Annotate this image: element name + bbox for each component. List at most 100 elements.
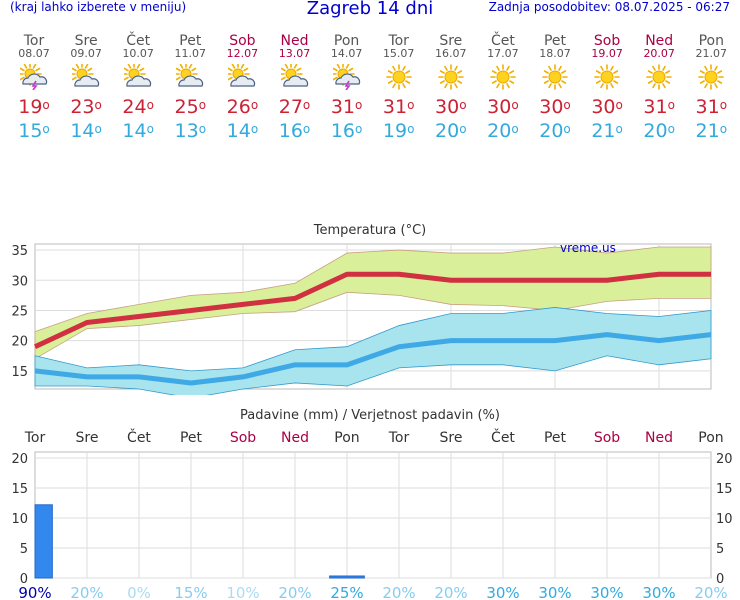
precipitation-chart-title: Padavine (mm) / Verjetnost padavin (%) — [240, 408, 500, 423]
precipitation-bar — [34, 504, 53, 579]
max-temperature: 31o — [695, 96, 728, 118]
sun-icon — [593, 64, 621, 90]
precipitation-probability: 20% — [382, 584, 415, 600]
min-temperature: 20o — [539, 120, 571, 142]
partly-cloudy-icon — [278, 62, 309, 90]
precipitation-probability: 10% — [226, 584, 259, 600]
y-tick-label-right: 10 — [716, 512, 733, 527]
x-tick-label: Pet — [180, 430, 203, 446]
day-column: Pet 11.07 25o 13o — [164, 34, 216, 144]
day-name: Pon — [333, 33, 360, 49]
day-name: Sob — [229, 33, 256, 49]
precipitation-probability: 30% — [642, 584, 675, 600]
y-tick-label-right: 0 — [716, 572, 724, 587]
max-temperature: 26o — [226, 96, 259, 118]
x-tick-label: Tor — [24, 430, 46, 446]
max-temperature: 31o — [643, 96, 675, 118]
day-name: Sob — [593, 33, 621, 49]
day-column: Pon 21.07 31o 21o — [685, 34, 737, 144]
precipitation-probability: 20% — [694, 584, 727, 600]
day-column: Sre 09.07 23o 14o — [60, 34, 112, 144]
sun-icon — [541, 64, 569, 90]
day-date: 11.07 — [174, 47, 207, 60]
precipitation-probability: 25% — [330, 584, 363, 600]
day-date: 08.07 — [18, 47, 50, 60]
day-column: Ned 13.07 27o 16o — [269, 34, 321, 144]
day-date: 17.07 — [487, 47, 519, 60]
y-tick-label-left: 0 — [20, 572, 28, 587]
y-tick-label: 35 — [11, 244, 28, 259]
precipitation-chart: Padavine (mm) / Verjetnost padavin (%) To… — [11, 408, 733, 600]
day-name: Čet — [126, 33, 151, 49]
y-tick-label-left: 5 — [20, 542, 28, 557]
day-date: 20.07 — [643, 47, 675, 60]
y-tick-label: 30 — [11, 274, 28, 289]
precipitation-plot-area — [34, 451, 712, 579]
y-tick-label: 20 — [11, 335, 28, 350]
max-temperature: 30o — [591, 96, 623, 118]
max-temperature: 19o — [18, 96, 50, 118]
thunder-sun-cloud-icon — [330, 62, 361, 91]
y-tick-label-right: 15 — [716, 482, 733, 497]
temperature-chart-title: Temperatura (°C) — [313, 223, 426, 238]
max-temperature: 24o — [122, 96, 154, 118]
precipitation-probability: 30% — [538, 584, 571, 600]
day-column: Pet 18.07 30o 20o — [529, 34, 581, 144]
y-tick-label-right: 20 — [716, 452, 733, 467]
day-name: Tor — [23, 33, 45, 49]
precipitation-probability: 20% — [70, 584, 103, 600]
precipitation-probability: 0% — [127, 584, 151, 600]
day-date: 09.07 — [70, 47, 102, 60]
day-column: Sre 16.07 30o 20o — [425, 34, 477, 144]
day-date: 15.07 — [382, 47, 415, 60]
max-temperature: 31o — [330, 96, 363, 118]
sun-icon — [437, 64, 465, 90]
min-temperature: 14o — [226, 120, 259, 142]
partly-cloudy-icon — [70, 62, 100, 90]
day-date: 10.07 — [122, 47, 154, 60]
min-temperature: 20o — [435, 120, 467, 142]
day-date: 13.07 — [278, 47, 311, 60]
precipitation-probability: 20% — [278, 584, 311, 600]
page-title: Zagreb 14 dni — [306, 0, 434, 19]
min-temperature: 20o — [643, 120, 675, 142]
sun-icon — [489, 64, 517, 90]
max-temperature: 31o — [382, 96, 415, 118]
partly-cloudy-icon — [226, 62, 256, 90]
y-tick-label-left: 15 — [11, 482, 28, 497]
x-tick-label: Sre — [440, 430, 463, 446]
max-temperature: 23o — [70, 96, 102, 118]
day-date: 21.07 — [695, 47, 728, 60]
last-update: Zadnja posodobitev: 08.07.2025 - 06:27 — [488, 0, 730, 14]
max-temperature: 30o — [539, 96, 571, 118]
day-column: Čet 17.07 30o 20o — [477, 34, 529, 144]
day-name: Čet — [490, 33, 515, 49]
day-date: 18.07 — [539, 47, 571, 60]
day-date: 14.07 — [330, 47, 363, 60]
day-name: Tor — [388, 33, 409, 49]
precipitation-probability: 90% — [18, 584, 51, 600]
max-temperature: 25o — [174, 96, 207, 118]
thunder-sun-cloud-icon — [18, 62, 48, 91]
precipitation-probability: 30% — [486, 584, 519, 600]
x-tick-label: Čet — [491, 428, 515, 446]
day-name: Sre — [439, 33, 463, 49]
min-temperature: 14o — [122, 120, 154, 142]
day-name: Ned — [645, 33, 674, 49]
y-tick-label: 15 — [11, 365, 28, 380]
partly-cloudy-icon — [174, 62, 204, 90]
header-menu-hint[interactable]: (kraj lahko izberete v meniju) — [10, 0, 187, 14]
x-tick-label: Tor — [388, 430, 410, 446]
day-column: Ned 20.07 31o 20o — [633, 34, 685, 144]
day-date: 19.07 — [591, 47, 623, 60]
y-tick-label-left: 20 — [11, 452, 28, 467]
x-tick-label: Pon — [334, 430, 359, 446]
day-date: 16.07 — [435, 47, 467, 60]
x-tick-label: Sob — [230, 430, 256, 446]
day-date: 12.07 — [226, 47, 259, 60]
x-tick-label: Sre — [76, 430, 99, 446]
day-column: Sob 12.07 26o 14o — [216, 34, 268, 144]
y-tick-label-left: 10 — [11, 512, 28, 527]
sun-icon — [697, 64, 725, 90]
day-name: Pet — [179, 33, 202, 49]
